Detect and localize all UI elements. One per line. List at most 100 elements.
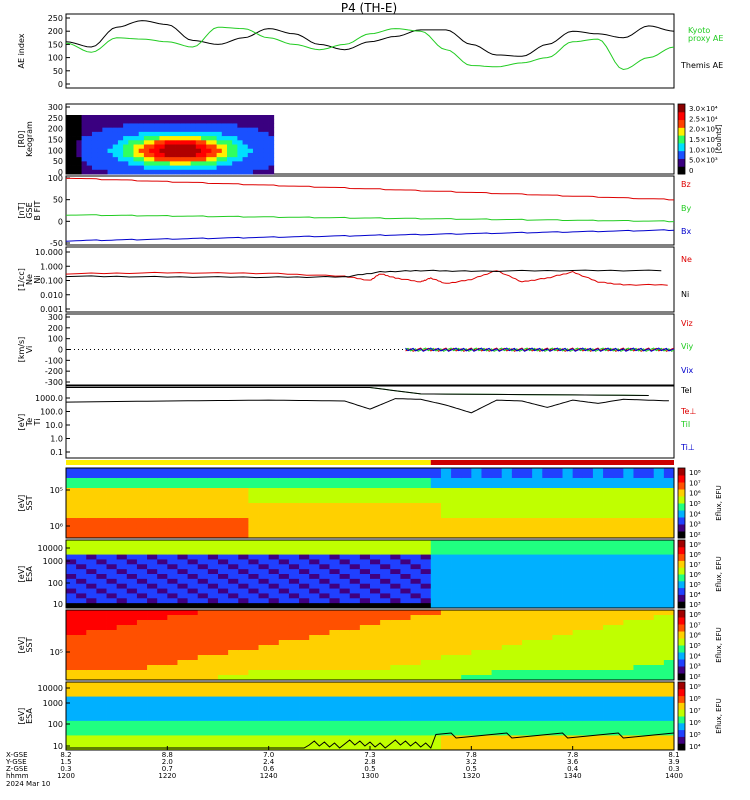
spectrogram-cell (268, 473, 280, 479)
spectrogram-cell (147, 554, 158, 560)
spectrogram-cell (228, 635, 239, 641)
spectrogram-cell (501, 478, 513, 484)
spectrogram-cell (461, 564, 472, 570)
spectrogram-cell (126, 503, 138, 509)
spectrogram-cell (309, 588, 320, 594)
keogram-cell (76, 169, 82, 175)
keogram-cell (86, 140, 93, 145)
spectrogram-cell (603, 620, 614, 626)
spectrogram-cell (633, 498, 644, 504)
spectrogram-cell (136, 564, 148, 570)
spectrogram-cell (339, 488, 351, 494)
colorbar-label: 10⁴ (689, 591, 701, 599)
spectrogram-cell (339, 716, 351, 722)
spectrogram-cell (491, 720, 503, 727)
spectrogram-cell (76, 665, 87, 671)
spectrogram-cell (572, 508, 584, 514)
spectrogram-cell (400, 578, 411, 585)
spectrogram-cell (167, 730, 178, 736)
spectrogram-cell (248, 720, 259, 727)
spectrogram-cell (96, 670, 107, 676)
spectrogram-cell (420, 540, 432, 546)
spectrogram-cell (339, 691, 351, 697)
legend-te-perp: Te⊥ (680, 407, 696, 416)
spectrogram-cell (339, 503, 351, 509)
spectrogram-cell (491, 513, 503, 519)
spectrogram-cell (491, 540, 503, 546)
spectrogram-cell (309, 540, 320, 546)
spectrogram-cell (471, 650, 482, 656)
spectrogram-cell (532, 593, 543, 599)
spectrogram-cell (116, 665, 128, 671)
spectrogram-cell (329, 493, 340, 499)
spectrogram-cell (339, 675, 351, 681)
spectrogram-cell (268, 696, 280, 702)
keogram-cell (216, 148, 223, 154)
spectrogram-cell (633, 670, 644, 676)
spectrogram-cell (309, 696, 320, 702)
spectrogram-cell (451, 574, 462, 580)
spectrogram-cell (167, 564, 178, 570)
y-tick-label: 150 (48, 40, 63, 49)
keogram-cell (221, 144, 228, 150)
spectrogram-cell (380, 655, 391, 661)
spectrogram-cell (522, 603, 533, 609)
spectrogram-cell (359, 473, 371, 479)
spectrogram-cell (136, 640, 148, 646)
colorbar (677, 539, 686, 609)
spectrogram-cell (207, 682, 219, 688)
spectrogram-cell (319, 735, 330, 741)
spectrogram-cell (623, 544, 634, 551)
spectrogram-cell (359, 615, 371, 621)
spectrogram-cell (309, 513, 320, 519)
spectrogram-cell (116, 730, 128, 736)
spectrogram-cell (339, 598, 351, 604)
spectrogram-cell (136, 730, 148, 736)
spectrogram-cell (197, 603, 209, 609)
spectrogram-cell (370, 478, 381, 484)
spectrogram-cell (613, 588, 624, 594)
spectrogram-cell (390, 720, 401, 727)
spectrogram-cell (603, 645, 614, 651)
spectrogram-cell (339, 720, 351, 727)
spectrogram-cell (643, 488, 655, 494)
spectrogram-cell (258, 540, 270, 546)
spectrogram-cell (532, 735, 543, 741)
spectrogram-cell (248, 660, 259, 666)
spectrogram-cell (451, 468, 462, 474)
spectrogram-cell (167, 645, 178, 651)
spectrogram-cell (319, 660, 330, 666)
spectrogram-cell (207, 523, 219, 529)
legend-ni: Ni (681, 290, 689, 299)
spectrogram-cell (126, 549, 138, 555)
spectrogram-cell (339, 630, 351, 636)
spectrogram-cell (329, 686, 340, 693)
spectrogram-cell (136, 660, 148, 666)
keogram-cell (216, 115, 223, 120)
spectrogram-cell (592, 635, 604, 641)
spectrogram-cell (86, 660, 97, 666)
keogram-cell (154, 140, 160, 145)
keogram-cell (175, 165, 181, 171)
spectrogram-cell (268, 559, 280, 565)
spectrogram-cell (96, 650, 107, 656)
spectrogram-cell (207, 554, 219, 560)
keogram-cell (268, 165, 275, 171)
spectrogram-cell (623, 518, 634, 524)
spectrogram-cell (96, 603, 107, 609)
spectrogram-cell (430, 588, 442, 594)
spectrogram-cell (471, 675, 482, 681)
spectrogram-cell (643, 493, 655, 499)
spectrogram-cell (643, 745, 655, 751)
keogram-cell (190, 127, 197, 133)
spectrogram-cell (400, 740, 411, 746)
spectrogram-cell (552, 533, 563, 539)
spectrogram-cell (603, 640, 614, 646)
spectrogram-cell (339, 578, 351, 585)
spectrogram-cell (248, 735, 259, 741)
keogram-cell (175, 157, 181, 162)
keogram-cell (86, 144, 93, 150)
spectrogram-cell (238, 523, 249, 529)
spectrogram-cell (177, 483, 188, 489)
spectrogram-cell (187, 620, 199, 626)
